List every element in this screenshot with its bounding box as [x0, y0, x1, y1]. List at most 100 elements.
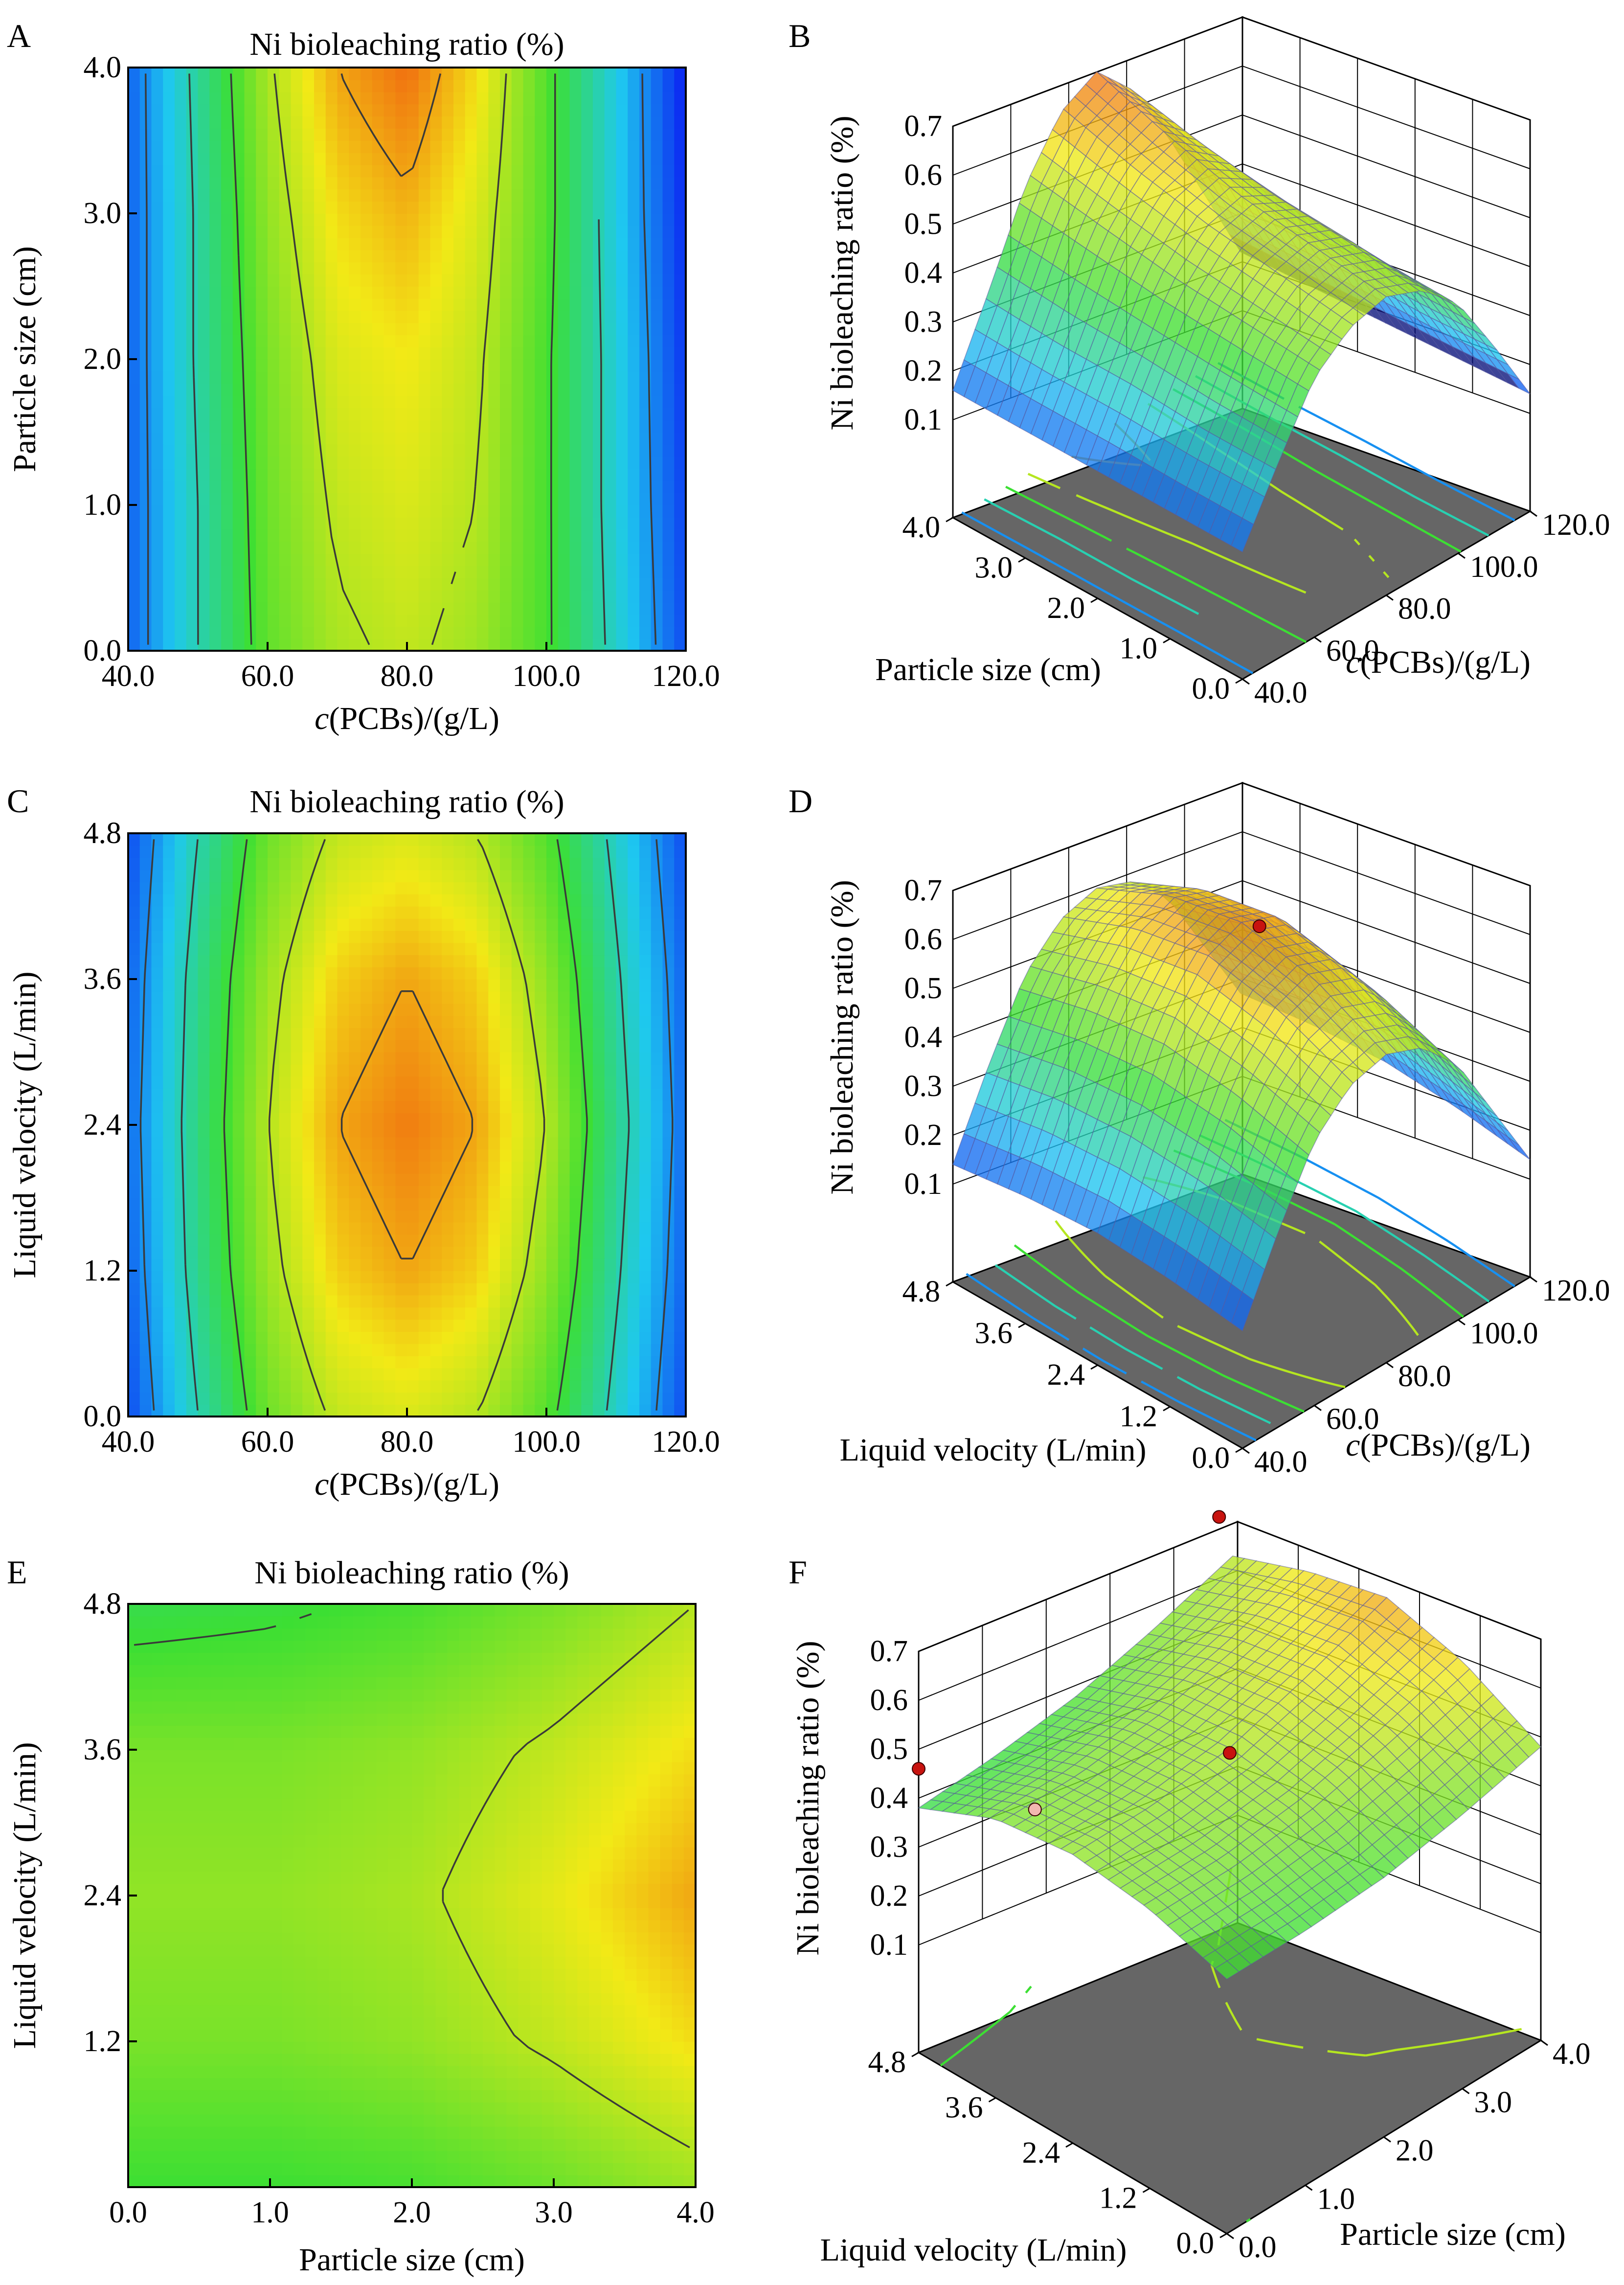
panel-a-cell — [674, 541, 686, 554]
panel-a-cell — [558, 286, 570, 299]
panel-c-cell — [500, 1368, 512, 1381]
panel-c-cell — [314, 1088, 326, 1101]
panel-c-cell — [349, 882, 361, 894]
panel-a-cell — [198, 164, 210, 178]
panel-a-cell — [511, 420, 524, 433]
panel-a-cell — [569, 286, 582, 299]
panel-a-cell — [256, 262, 268, 274]
panel-c-cell — [616, 1198, 629, 1211]
panel-c-cell — [198, 1113, 210, 1125]
panel-c-cell — [593, 1113, 605, 1125]
panel-a-cell — [244, 335, 257, 347]
panel-c-cell — [569, 1064, 582, 1077]
panel-c-cell — [628, 979, 640, 992]
panel-a-cell — [546, 505, 559, 518]
panel-c-cell — [546, 1222, 559, 1235]
panel-c-cell — [139, 930, 152, 943]
panel-a-cell — [128, 177, 140, 190]
panel-a-cell — [314, 164, 326, 178]
panel-c-cell — [256, 1331, 268, 1344]
panel-a-cell — [302, 68, 315, 80]
panel-c-cell — [674, 882, 686, 894]
panel-e-cell — [223, 2150, 235, 2164]
panel-a-cell — [651, 68, 663, 80]
panel-c-cell — [546, 1064, 559, 1077]
panel-c-cell — [395, 1282, 407, 1296]
panel-c-cell — [163, 1404, 175, 1417]
panel-c-cell — [314, 1282, 326, 1296]
panel-c-cell — [325, 1234, 338, 1247]
panel-a-cell — [453, 128, 466, 141]
panel-a-cell — [593, 104, 605, 117]
panel-a-cell — [442, 164, 454, 178]
panel-e-cell — [305, 2150, 318, 2164]
panel-e-cell — [353, 2150, 365, 2164]
panel-a-cell — [325, 480, 338, 493]
panel-e-cell — [211, 2114, 224, 2127]
panel-a-cell — [209, 140, 222, 153]
panel-a-cell — [175, 68, 187, 80]
panel-c-cell — [593, 1307, 605, 1320]
panel-c-cell — [361, 894, 373, 907]
panel-c-cell — [511, 1344, 524, 1356]
panel-c-cell — [232, 1271, 245, 1283]
panel-a-cell — [175, 128, 187, 141]
panel-a-cell — [244, 68, 257, 80]
panel-c-cell — [662, 1149, 675, 1162]
panel-a-cell — [302, 250, 315, 263]
panel-a-cell — [383, 225, 396, 238]
panel-a-cell — [139, 359, 152, 372]
panel-c-cell — [198, 955, 210, 967]
panel-c-cell — [372, 1113, 384, 1125]
panel-a-cell — [163, 541, 175, 554]
panel-c-cell — [372, 1319, 384, 1332]
panel-e-cell — [388, 2150, 401, 2164]
panel-a-cell — [511, 79, 524, 92]
panel-a-cell — [500, 359, 512, 372]
panel-c-cell — [476, 1307, 489, 1320]
panel-c-cell — [442, 1161, 454, 1174]
panel-e-cell — [341, 2150, 353, 2164]
panel-c-cell — [535, 1198, 547, 1211]
panel-a-cell — [163, 602, 175, 615]
panel-a-cell — [523, 480, 536, 493]
panel-e-cell — [424, 2163, 436, 2175]
panel-a-cell — [209, 201, 222, 214]
panel-c-cell — [128, 845, 140, 858]
panel-c-cell — [302, 1052, 315, 1065]
panel-c-cell — [430, 1076, 443, 1089]
panel-a-cell — [523, 201, 536, 214]
panel-c-cell — [662, 1282, 675, 1296]
panel-a-cell — [476, 480, 489, 493]
panel-a-cell — [291, 432, 303, 445]
panel-a-cell — [476, 626, 489, 639]
panel-c-cell — [639, 1368, 652, 1381]
panel-c-cell — [163, 1052, 175, 1065]
panel-c-cell — [232, 1258, 245, 1271]
panel-e-cell — [353, 2126, 365, 2139]
panel-c-cell — [244, 991, 257, 1004]
panel-c-cell — [418, 1392, 431, 1405]
panel-c-cell — [442, 1222, 454, 1235]
panel-a-cell — [500, 614, 512, 627]
panel-c-cell — [256, 1282, 268, 1296]
panel-a-cell — [442, 432, 454, 445]
panel-a-cell — [465, 578, 477, 591]
panel-c-cell — [128, 1003, 140, 1016]
panel-a-cell — [244, 213, 257, 226]
panel-e-cell — [388, 2163, 401, 2175]
panel-c-cell — [476, 1028, 489, 1040]
panel-c-cell — [662, 1319, 675, 1332]
panel-a-cell — [651, 626, 663, 639]
panel-a-cell — [523, 310, 536, 323]
panel-c-cell — [628, 1344, 640, 1356]
panel-a-cell — [128, 541, 140, 554]
panel-c-cell — [372, 1355, 384, 1369]
panel-a-cell — [139, 250, 152, 263]
panel-a-cell — [535, 104, 547, 117]
panel-c-cell — [198, 1295, 210, 1308]
panel-c-cell — [500, 1088, 512, 1101]
panel-a-cell — [593, 626, 605, 639]
panel-a-cell — [569, 128, 582, 141]
panel-c-cell — [500, 1234, 512, 1247]
